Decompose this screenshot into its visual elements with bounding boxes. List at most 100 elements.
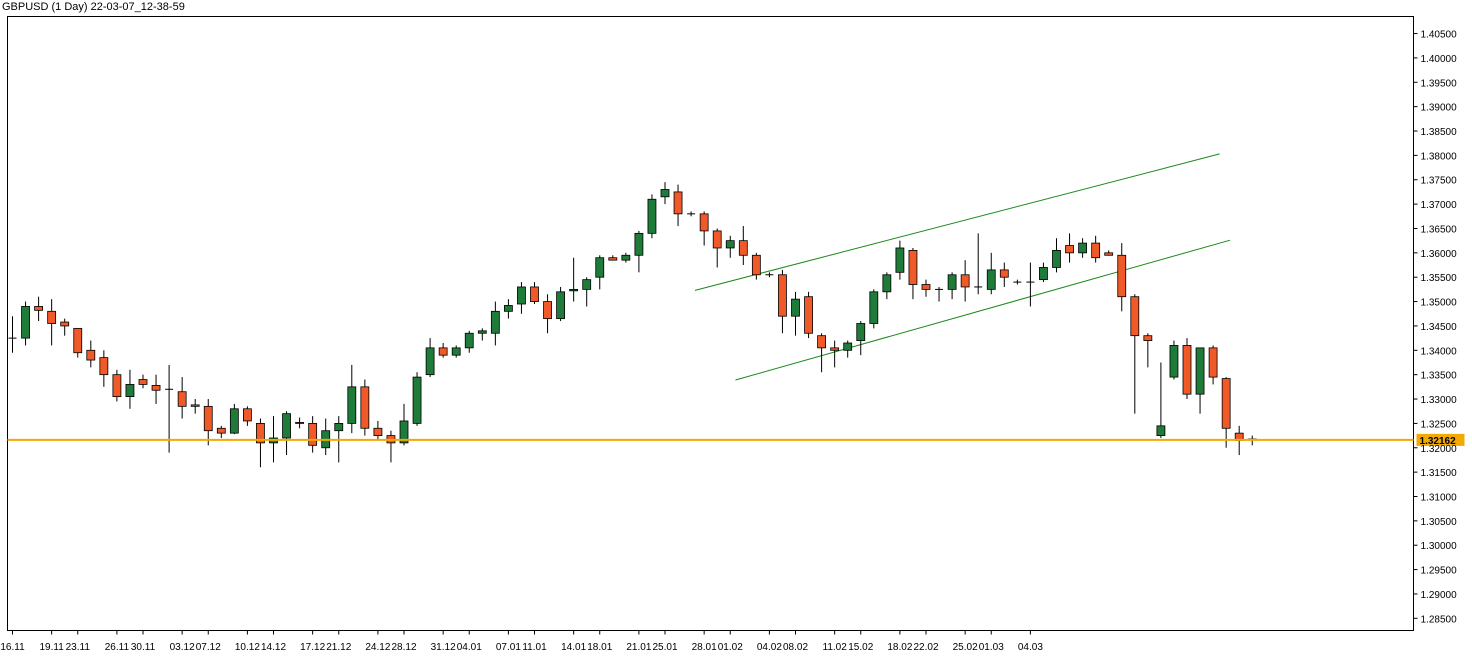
- candle-body: [856, 323, 866, 341]
- candle-body: [112, 374, 122, 397]
- candle: [125, 369, 135, 409]
- candle: [986, 252, 996, 295]
- current-price-line: 1.32162: [7, 433, 1465, 447]
- y-tick-label: 1.28500: [1421, 614, 1458, 625]
- candle: [347, 364, 357, 434]
- candle: [360, 379, 370, 436]
- candle-body: [177, 391, 187, 407]
- candle: [21, 301, 30, 346]
- candle: [673, 184, 683, 227]
- candle: [778, 269, 787, 334]
- candle-body: [347, 386, 357, 424]
- y-tick-label: 1.36000: [1421, 249, 1458, 260]
- candle: [1182, 338, 1192, 400]
- candle-body: [138, 379, 148, 385]
- candle: [856, 321, 866, 356]
- candle: [817, 333, 826, 373]
- candle: [1130, 294, 1140, 414]
- candle-body: [791, 298, 800, 317]
- candle-body: [1078, 242, 1087, 254]
- candle-body: [21, 306, 30, 339]
- candle-body: [125, 384, 135, 397]
- candle: [582, 277, 592, 307]
- candle-body: [751, 254, 761, 276]
- y-tick-label: 1.33000: [1421, 395, 1458, 406]
- candle: [634, 230, 644, 273]
- candle: [477, 328, 487, 341]
- y-tick-label: 1.31000: [1421, 492, 1458, 503]
- x-tick-label: 25.02: [953, 642, 978, 653]
- y-tick-label: 1.39000: [1421, 103, 1458, 114]
- candle: [1039, 262, 1048, 283]
- trendline-1: [694, 153, 1220, 291]
- x-tick-label: 15.02: [848, 642, 873, 653]
- y-tick-label: 1.30000: [1421, 541, 1458, 552]
- candle: [530, 282, 539, 305]
- x-tick-label: 03.12: [170, 642, 195, 653]
- candle: [908, 247, 918, 300]
- candle: [660, 182, 670, 205]
- candle-body: [1221, 378, 1231, 429]
- candle-body: [895, 247, 905, 273]
- candle-body: [634, 232, 644, 256]
- candle-body: [373, 427, 383, 436]
- candle-body: [1052, 250, 1061, 268]
- candle-body: [1182, 345, 1192, 395]
- candle-body: [151, 384, 161, 391]
- candle: [229, 403, 239, 435]
- candle-body: [216, 427, 226, 434]
- candle-body: [608, 257, 618, 261]
- x-tick-label: 08.02: [783, 642, 808, 653]
- candle: [725, 235, 735, 258]
- candle: [595, 255, 605, 290]
- candle-body: [738, 240, 748, 256]
- x-tick-label: 07.01: [496, 642, 521, 653]
- y-tick-label: 1.32500: [1421, 419, 1458, 430]
- candle-body: [830, 347, 840, 351]
- candle-body: [334, 422, 344, 432]
- candle: [1169, 340, 1179, 380]
- current-price-label-bg: [1416, 433, 1465, 446]
- candle-body: [399, 420, 409, 444]
- candle: [921, 279, 931, 297]
- candle-body: [451, 347, 461, 356]
- candle-body: [999, 269, 1009, 278]
- x-tick-label: 04.01: [457, 642, 482, 653]
- candle-body: [543, 301, 552, 320]
- candle-body: [647, 198, 657, 234]
- candle: [151, 374, 161, 404]
- x-tick-label: 17.12: [300, 642, 325, 653]
- candle: [451, 345, 461, 358]
- x-tick-label: 11.02: [823, 642, 848, 653]
- candle: [112, 369, 122, 402]
- candle-body: [804, 296, 813, 334]
- candle-body: [530, 286, 539, 302]
- y-tick-label: 1.37500: [1421, 176, 1458, 187]
- candle-body: [203, 405, 213, 432]
- y-tick-label: 1.31500: [1421, 468, 1458, 479]
- candle-body: [556, 291, 565, 320]
- candle: [1156, 362, 1166, 439]
- y-tick-label: 1.40500: [1421, 30, 1458, 41]
- candle: [86, 340, 96, 368]
- candle-body: [699, 213, 709, 232]
- x-tick-label: 23.11: [66, 642, 91, 653]
- x-tick-label: 14.01: [561, 642, 586, 653]
- candle: [1026, 262, 1035, 307]
- y-tick-label: 1.33500: [1421, 371, 1458, 382]
- candle: [138, 374, 148, 389]
- candle: [503, 299, 513, 319]
- candle: [804, 291, 813, 339]
- candle-body: [621, 254, 631, 261]
- candle-body: [1104, 252, 1114, 256]
- candle: [425, 338, 435, 378]
- candle: [974, 233, 983, 295]
- candle-body: [438, 347, 448, 356]
- candle: [8, 316, 17, 353]
- x-axis: 16.11 19.11 23.11 26.11 30.11 03.12 07.12 10.12…: [0, 630, 1043, 653]
- candle: [308, 416, 318, 453]
- candle: [843, 340, 853, 358]
- x-tick-label: 14.12: [261, 642, 286, 653]
- candle: [882, 272, 892, 300]
